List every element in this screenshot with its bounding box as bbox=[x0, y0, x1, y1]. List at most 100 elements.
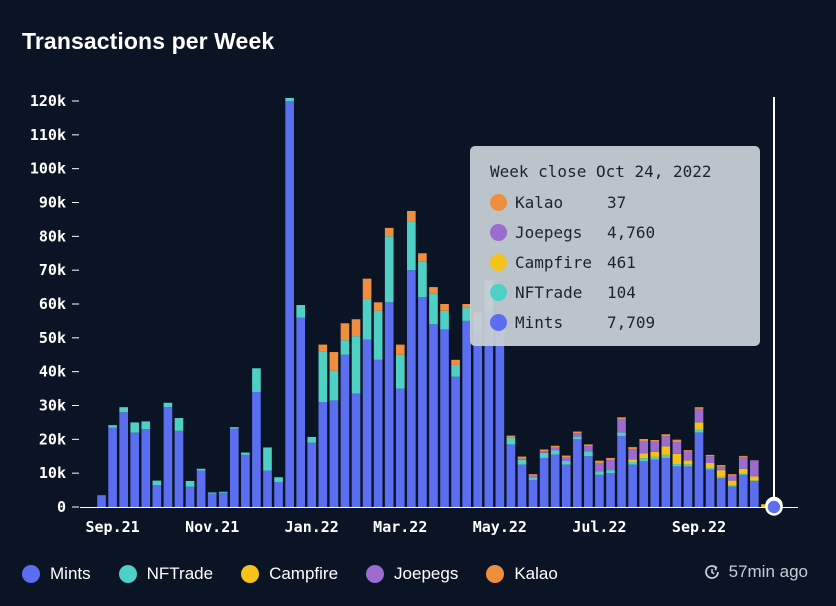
bar-segment-mints[interactable] bbox=[318, 402, 328, 507]
bar-segment-joepegs[interactable] bbox=[528, 475, 538, 478]
bar-segment-joepegs[interactable] bbox=[750, 460, 759, 477]
bar-segment-campfire[interactable] bbox=[628, 459, 637, 463]
bar-segment-nftrade[interactable] bbox=[584, 451, 593, 457]
bar-segment-mints[interactable] bbox=[174, 430, 184, 508]
bar-segment-kalao[interactable] bbox=[395, 344, 405, 355]
bar-segment-nftrade[interactable] bbox=[550, 450, 560, 455]
bar-segment-joepegs[interactable] bbox=[716, 466, 726, 471]
bar-segment-nftrade[interactable] bbox=[606, 470, 615, 474]
bar-segment-kalao[interactable] bbox=[694, 407, 704, 409]
bar-segment-mints[interactable] bbox=[440, 329, 449, 508]
bar-segment-nftrade[interactable] bbox=[351, 336, 361, 394]
bar-segment-nftrade[interactable] bbox=[395, 354, 405, 389]
bar-segment-joepegs[interactable] bbox=[727, 475, 737, 481]
bar-segment-campfire[interactable] bbox=[694, 422, 704, 430]
legend-item-kalao[interactable]: Kalao bbox=[486, 564, 558, 584]
bar-segment-mints[interactable] bbox=[407, 270, 416, 507]
bar-segment-mints[interactable] bbox=[661, 457, 671, 507]
bar-segment-mints[interactable] bbox=[451, 376, 460, 507]
bar-segment-joepegs[interactable] bbox=[595, 463, 604, 472]
bar-segment-kalao[interactable] bbox=[528, 474, 538, 476]
bar-segment-nftrade[interactable] bbox=[561, 460, 571, 465]
bar-segment-mints[interactable] bbox=[473, 329, 483, 508]
bar-segment-campfire[interactable] bbox=[661, 446, 671, 455]
bar-segment-nftrade[interactable] bbox=[373, 310, 383, 360]
bar-segment-mints[interactable] bbox=[672, 466, 682, 507]
bar-segment-kalao[interactable] bbox=[584, 444, 593, 447]
bar-segment-joepegs[interactable] bbox=[617, 419, 626, 433]
bar-segment-kalao[interactable] bbox=[539, 449, 549, 452]
bar-segment-nftrade[interactable] bbox=[340, 340, 350, 355]
bar-segment-mints[interactable] bbox=[373, 359, 383, 507]
bar-segment-kalao[interactable] bbox=[672, 439, 682, 443]
bar-segment-mints[interactable] bbox=[351, 393, 361, 507]
bar-segment-mints[interactable] bbox=[119, 412, 128, 507]
bar-segment-nftrade[interactable] bbox=[174, 418, 184, 431]
bar-segment-nftrade[interactable] bbox=[517, 459, 527, 465]
bar-segment-mints[interactable] bbox=[550, 454, 560, 507]
bar-segment-mints[interactable] bbox=[196, 470, 206, 507]
bar-segment-kalao[interactable] bbox=[705, 454, 715, 457]
bar-segment-nftrade[interactable] bbox=[218, 491, 228, 493]
bar-segment-mints[interactable] bbox=[395, 388, 405, 507]
bar-segment-joepegs[interactable] bbox=[639, 441, 649, 454]
bar-segment-nftrade[interactable] bbox=[418, 261, 427, 298]
bar-segment-nftrade[interactable] bbox=[152, 480, 162, 486]
bar-segment-kalao[interactable] bbox=[429, 287, 438, 294]
bar-segment-joepegs[interactable] bbox=[628, 449, 637, 460]
bar-segment-campfire[interactable] bbox=[705, 463, 715, 469]
bar-segment-joepegs[interactable] bbox=[584, 446, 593, 452]
bar-segment-mints[interactable] bbox=[141, 429, 151, 507]
bar-segment-nftrade[interactable] bbox=[650, 456, 660, 460]
bar-segment-nftrade[interactable] bbox=[130, 422, 140, 433]
bar-segment-joepegs[interactable] bbox=[539, 451, 549, 453]
bar-segment-kalao[interactable] bbox=[606, 457, 615, 460]
bar-segment-nftrade[interactable] bbox=[440, 310, 449, 330]
bar-segment-mints[interactable] bbox=[738, 474, 748, 507]
bar-segment-nftrade[interactable] bbox=[274, 477, 283, 482]
bar-segment-kalao[interactable] bbox=[628, 447, 637, 450]
bar-segment-mints[interactable] bbox=[307, 442, 317, 507]
bar-segment-nftrade[interactable] bbox=[108, 425, 117, 428]
bar-segment-mints[interactable] bbox=[617, 435, 626, 507]
bar-segment-nftrade[interactable] bbox=[229, 427, 239, 429]
bar-segment-mints[interactable] bbox=[163, 407, 173, 507]
bar-segment-mints[interactable] bbox=[229, 428, 239, 507]
legend-item-nftrade[interactable]: NFTrade bbox=[118, 564, 213, 584]
bar-segment-nftrade[interactable] bbox=[141, 421, 151, 430]
legend-item-joepegs[interactable]: Joepegs bbox=[366, 564, 458, 584]
bar-segment-kalao[interactable] bbox=[451, 359, 460, 365]
bar-segment-mints[interactable] bbox=[296, 317, 306, 507]
bar-segment-nftrade[interactable] bbox=[451, 364, 460, 377]
bar-segment-mints[interactable] bbox=[683, 466, 693, 507]
bar-segment-nftrade[interactable] bbox=[318, 351, 328, 403]
bar-segment-campfire[interactable] bbox=[716, 470, 726, 477]
bar-segment-joepegs[interactable] bbox=[517, 458, 527, 460]
bar-segment-mints[interactable] bbox=[384, 302, 394, 507]
bar-segment-mints[interactable] bbox=[628, 464, 637, 507]
bar-segment-nftrade[interactable] bbox=[506, 437, 516, 445]
bar-segment-campfire[interactable] bbox=[727, 480, 737, 486]
bar-segment-mints[interactable] bbox=[506, 444, 516, 507]
bar-segment-nftrade[interactable] bbox=[694, 429, 704, 433]
bar-segment-mints[interactable] bbox=[606, 473, 615, 507]
bar-segment-kalao[interactable] bbox=[318, 344, 328, 352]
bar-segment-campfire[interactable] bbox=[650, 451, 660, 457]
bar-segment-mints[interactable] bbox=[650, 459, 660, 507]
bar-segment-joepegs[interactable] bbox=[650, 441, 660, 452]
bar-segment-mints[interactable] bbox=[362, 339, 372, 507]
bar-segment-nftrade[interactable] bbox=[462, 307, 471, 321]
bar-segment-nftrade[interactable] bbox=[727, 485, 737, 487]
bar-segment-mints[interactable] bbox=[340, 354, 350, 507]
bar-segment-nftrade[interactable] bbox=[384, 236, 394, 303]
bar-segment-nftrade[interactable] bbox=[705, 468, 715, 470]
bar-segment-kalao[interactable] bbox=[727, 474, 737, 476]
bar-segment-mints[interactable] bbox=[584, 456, 593, 507]
bar-segment-joepegs[interactable] bbox=[572, 433, 582, 437]
bar-segment-mints[interactable] bbox=[750, 480, 759, 507]
bar-segment-mints[interactable] bbox=[595, 474, 604, 507]
bar-segment-kalao[interactable] bbox=[561, 455, 571, 458]
bar-segment-nftrade[interactable] bbox=[163, 402, 173, 408]
bar-segment-campfire[interactable] bbox=[738, 468, 748, 474]
bar-segment-mints[interactable] bbox=[528, 479, 538, 507]
